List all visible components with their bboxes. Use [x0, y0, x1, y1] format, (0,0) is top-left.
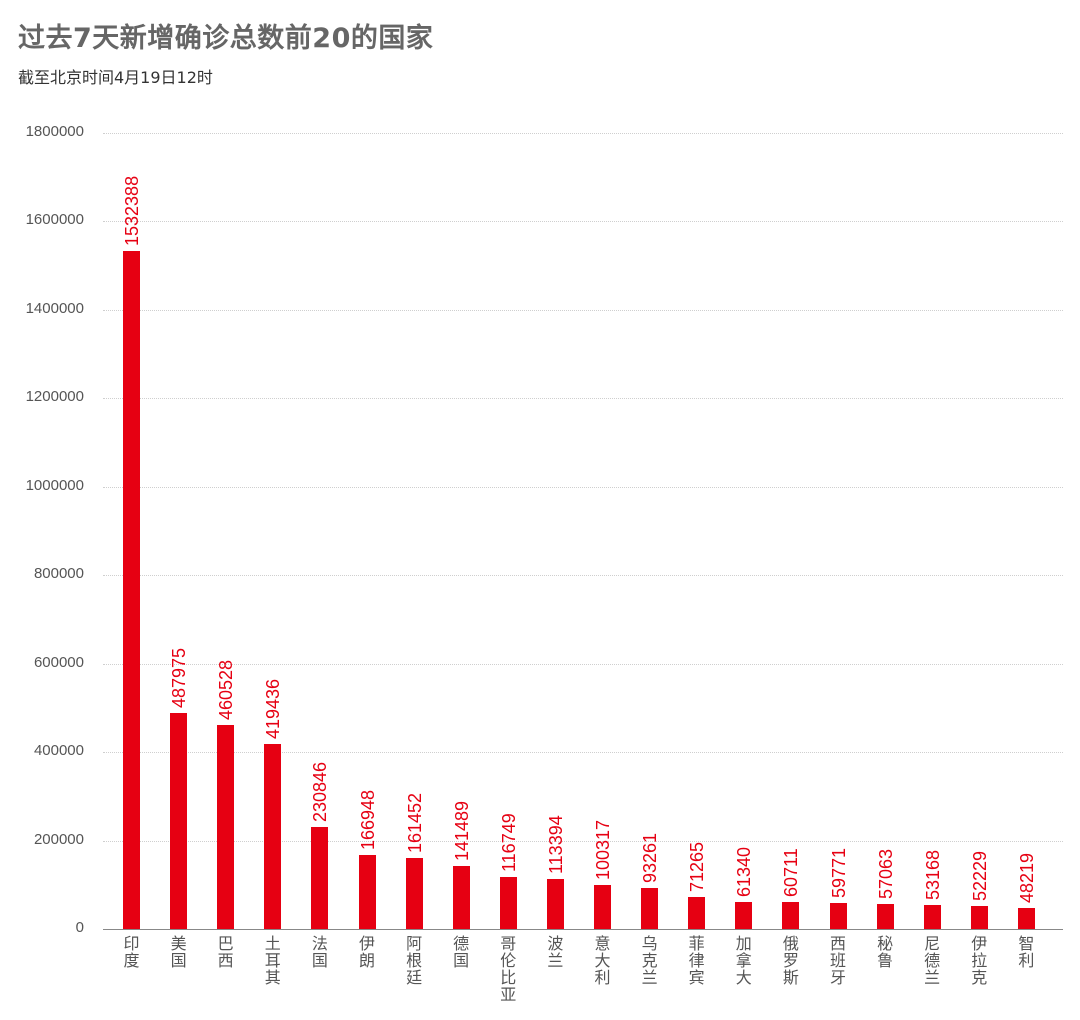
- y-tick-label: 0: [75, 919, 84, 936]
- x-category-label: 菲律宾: [688, 934, 705, 987]
- value-label: 230846: [310, 761, 331, 822]
- y-tick-label: 1800000: [25, 123, 84, 140]
- gridline: [103, 752, 1063, 754]
- y-tick-label: 1400000: [25, 299, 84, 317]
- x-category-label: 加拿大: [735, 934, 752, 987]
- x-axis-line: [103, 929, 1063, 930]
- bar[interactable]: [358, 855, 376, 929]
- value-label: 419436: [263, 678, 284, 739]
- x-category-label: 土耳其: [264, 934, 281, 987]
- bar[interactable]: [405, 857, 423, 929]
- bar[interactable]: [170, 713, 188, 929]
- value-label: 52229: [969, 850, 990, 901]
- bar[interactable]: [1017, 907, 1035, 929]
- bar[interactable]: [452, 866, 470, 929]
- x-category-label: 德国: [453, 934, 470, 970]
- bar[interactable]: [264, 743, 282, 929]
- bar[interactable]: [641, 887, 659, 929]
- x-category-label: 秘鲁: [877, 934, 894, 970]
- bar[interactable]: [217, 725, 235, 929]
- value-label: 116749: [498, 813, 519, 873]
- value-label: 141489: [451, 801, 472, 862]
- x-category-label: 巴西: [217, 934, 234, 970]
- value-label: 113394: [545, 815, 566, 874]
- x-category-label: 乌克兰: [641, 934, 658, 987]
- y-tick-label: 400000: [33, 742, 84, 760]
- y-tick-label: 200000: [33, 830, 84, 848]
- value-label: 59771: [828, 847, 849, 898]
- x-category-label: 智利: [1018, 934, 1035, 970]
- bar[interactable]: [923, 905, 941, 929]
- gridline: [103, 309, 1063, 311]
- gridline: [103, 221, 1063, 223]
- bar[interactable]: [123, 251, 140, 929]
- x-category-label: 尼德兰: [924, 934, 941, 987]
- gridline: [103, 133, 1063, 134]
- y-tick-label: 1000000: [25, 476, 84, 494]
- bar[interactable]: [876, 903, 894, 929]
- chart-title: 过去7天新增确诊总数前20的国家: [18, 23, 434, 54]
- value-label: 487975: [169, 648, 190, 709]
- x-category-label: 意大利: [594, 934, 611, 987]
- bar[interactable]: [499, 877, 517, 929]
- value-label: 61340: [734, 846, 755, 897]
- x-category-label: 美国: [170, 934, 187, 970]
- gridline: [103, 840, 1063, 842]
- value-label: 53168: [922, 850, 943, 901]
- x-category-label: 伊朗: [358, 934, 375, 970]
- x-category-label: 哥伦比亚: [500, 934, 517, 1004]
- y-tick-label: 1600000: [25, 211, 84, 229]
- value-label: 71265: [687, 842, 708, 893]
- y-tick-label: 1200000: [25, 388, 84, 406]
- value-label: 93261: [640, 832, 661, 883]
- x-category-label: 法国: [311, 934, 328, 970]
- bar[interactable]: [970, 905, 988, 929]
- bar[interactable]: [594, 884, 611, 929]
- value-label: 57063: [875, 848, 896, 899]
- value-label: 1532388: [122, 176, 142, 247]
- x-category-label: 俄罗斯: [782, 934, 799, 987]
- x-category-label: 波兰: [547, 934, 564, 970]
- value-label: 60711: [781, 848, 802, 898]
- bar[interactable]: [735, 901, 753, 929]
- gridline: [103, 575, 1063, 577]
- x-category-label: 阿根廷: [406, 934, 423, 987]
- value-label: 48219: [1016, 852, 1037, 903]
- gridline: [103, 663, 1063, 665]
- bar[interactable]: [546, 878, 564, 929]
- x-category-label: 印度: [123, 934, 140, 970]
- bar[interactable]: [782, 902, 800, 929]
- x-category-label: 伊拉克: [971, 934, 988, 987]
- value-label: 460528: [216, 660, 237, 721]
- gridline: [103, 398, 1063, 400]
- bar[interactable]: [688, 897, 706, 929]
- chart-subtitle: 截至北京时间4月19日12时: [18, 68, 213, 87]
- y-tick-label: 800000: [33, 565, 84, 583]
- value-label: 166948: [357, 790, 378, 851]
- x-category-label: 西班牙: [829, 934, 846, 987]
- value-label: 161452: [404, 792, 425, 853]
- gridline: [103, 486, 1063, 488]
- bar[interactable]: [829, 902, 847, 929]
- bar[interactable]: [311, 826, 329, 929]
- y-tick-label: 600000: [33, 653, 84, 671]
- value-label: 100317: [593, 819, 613, 880]
